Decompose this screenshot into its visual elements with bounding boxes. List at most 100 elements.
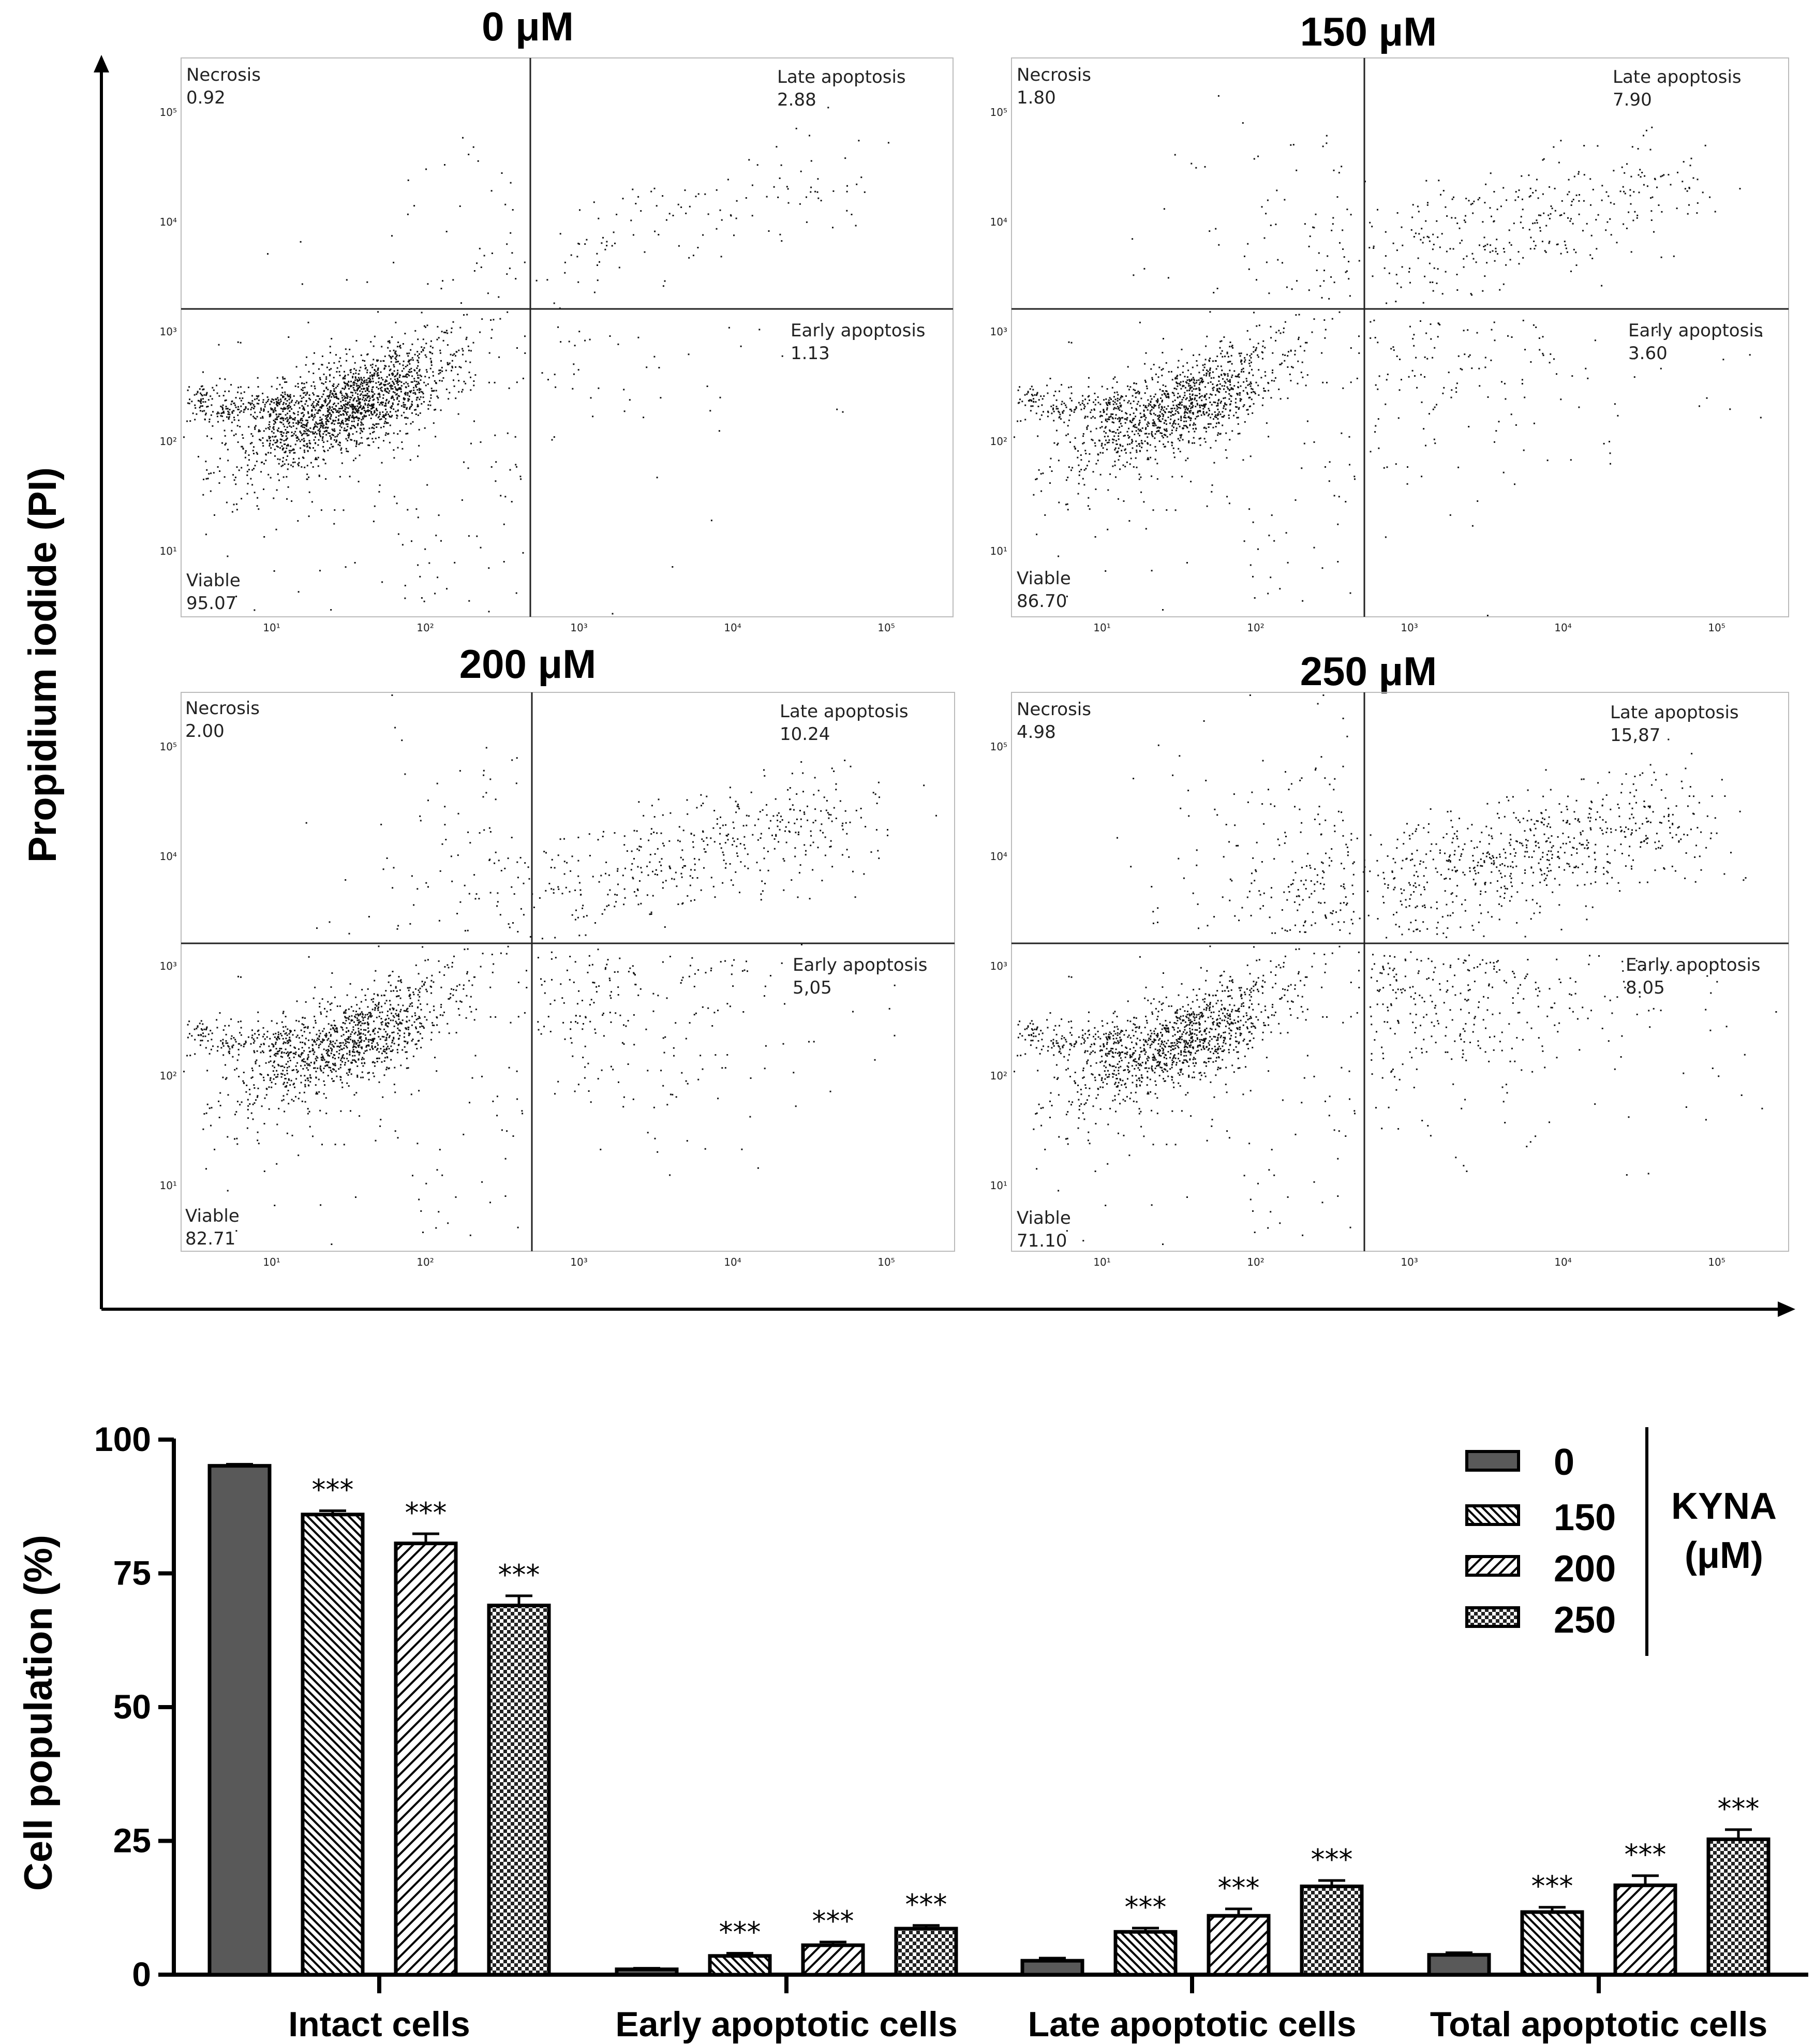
bar [487,1604,551,1977]
legend-swatch-1 [1465,1504,1520,1526]
x-tick-label: 10² [416,1256,434,1268]
x-tick-label: 10¹ [263,621,280,634]
x-tick-label: 10⁵ [877,621,895,634]
y-tick-label: 75 [113,1554,151,1592]
x-tick-label: 10⁴ [1554,1256,1571,1268]
necrosis-label: Necrosis [185,698,260,719]
necrosis-value: 4.98 [1017,722,1056,743]
x-tick-label: 10¹ [1093,621,1110,634]
viable-label: Viable [1017,568,1071,589]
viable-value: 71.10 [1017,1231,1067,1251]
plot-frame [181,692,955,1252]
viable-label: Viable [1017,1208,1071,1228]
significance-stars: *** [1625,1839,1667,1871]
necrosis-value: 0.92 [186,87,226,108]
y-tick-label: 10³ [990,960,1007,972]
y-tick-label: 0 [132,1955,151,1993]
x-tick-label: 10² [1247,1256,1264,1268]
viable-value: 82.71 [185,1228,235,1249]
y-tick-label: 10² [990,435,1007,448]
bar [1207,1914,1271,1977]
bar [1706,1837,1771,1977]
legend-label: 150 [1554,1497,1616,1538]
flow-panel: 0 μM Necrosis 0.92 Late apoptosis 2.88 E… [160,4,954,634]
legend-swatch-3 [1465,1606,1520,1628]
x-tick-label: 10⁴ [1554,621,1571,634]
legend-label: 0 [1554,1442,1574,1483]
category-labels: Intact cells Early apoptotic cells Late ap… [288,1975,1767,2044]
x-tick-label: 10⁵ [877,1256,895,1268]
legend-swatch-0 [1465,1450,1520,1472]
significance-stars: *** [812,1905,854,1937]
x-arrowhead [1778,1301,1795,1317]
flow-panel: 250 μM Necrosis 4.98 Late apoptosis 15,8… [990,648,1789,1268]
significance-stars: *** [312,1474,354,1506]
y-tick-label: 10² [160,435,177,448]
flow-frame: Propidium iodide (PI) [21,55,1795,1317]
y-tick-label: 10⁵ [990,740,1007,753]
significance-stars: *** [1125,1891,1167,1923]
y-tick-label: 10³ [160,960,177,972]
y-tick-label: 10¹ [160,1179,177,1192]
y-tick-label: 10² [990,1070,1007,1082]
category-label: Intact cells [288,2005,470,2044]
legend-label: 200 [1554,1548,1616,1590]
y-tick-label: 10² [160,1070,177,1082]
x-tick-label: 10³ [570,1256,587,1268]
y-tick-label: 10⁴ [160,216,177,228]
significance-stars: *** [905,1888,947,1921]
y-tick-label: 10⁴ [990,216,1007,228]
viable-value: 86.70 [1017,591,1067,612]
viable-label: Viable [185,1206,240,1226]
x-tick-label: 10¹ [1093,1256,1110,1268]
y-tick-label: 10⁴ [990,850,1007,863]
bar [615,1967,679,1977]
bars: *** *** *** *** *** *** *** *** *** *** *** *** [207,1463,1771,1977]
x-tick-label: 10⁵ [1708,621,1725,634]
bar [1613,1883,1677,1977]
necrosis-value: 1.80 [1017,87,1056,108]
y-tick-label: 50 [113,1687,151,1726]
late-apoptosis-label: Late apoptosis [1610,702,1739,723]
bar [801,1943,865,1977]
y-tick-label: 25 [113,1821,151,1860]
y-tick-label: 10¹ [160,545,177,557]
x-tick-label: 10³ [1401,1256,1418,1268]
plot-frame [181,57,954,617]
necrosis-value: 2.00 [185,721,225,742]
legend: 0 150 200 250 KYNA (μM) [1465,1427,1777,1656]
category-label: Early apoptotic cells [615,2005,957,2044]
category-label: Total apoptotic cells [1430,2005,1767,2044]
late-apoptosis-label: Late apoptosis [780,701,909,722]
bar [1427,1953,1491,1977]
significance-stars: *** [1718,1793,1760,1825]
x-tick-label: 10⁵ [1708,1256,1725,1268]
significance-stars: *** [405,1497,447,1529]
bar [708,1954,772,1977]
early-apoptosis-value: 3.60 [1628,343,1668,364]
early-apoptosis-label: Early apoptosis [791,320,925,341]
viable-value: 95.07 [186,593,236,614]
panel-title: 250 μM [1300,648,1437,694]
y-tick-label: 10⁵ [990,106,1007,119]
pi-axis-title: Propidium iodide (PI) [21,467,65,863]
flow-panel: 200 μM Necrosis 2.00 Late apoptosis 10.2… [160,641,955,1268]
y-tick-label: 10³ [990,325,1007,338]
bar [894,1927,958,1977]
panel-title: 150 μM [1300,9,1437,54]
x-tick-label: 10² [1247,621,1264,634]
x-tick-label: 10² [416,621,434,634]
y-axis-title: Cell population (%) [17,1535,61,1891]
bar [1020,1959,1084,1977]
late-apoptosis-value: 2.88 [777,90,816,110]
x-tick-label: 10⁴ [724,1256,741,1268]
y-tick-label: 10³ [160,325,177,338]
necrosis-label: Necrosis [186,65,261,85]
bar [394,1542,458,1977]
panel-title: 0 μM [482,4,574,49]
x-tick-label: 10⁴ [724,621,741,634]
necrosis-label: Necrosis [1017,65,1091,85]
y-arrowhead [94,55,109,72]
